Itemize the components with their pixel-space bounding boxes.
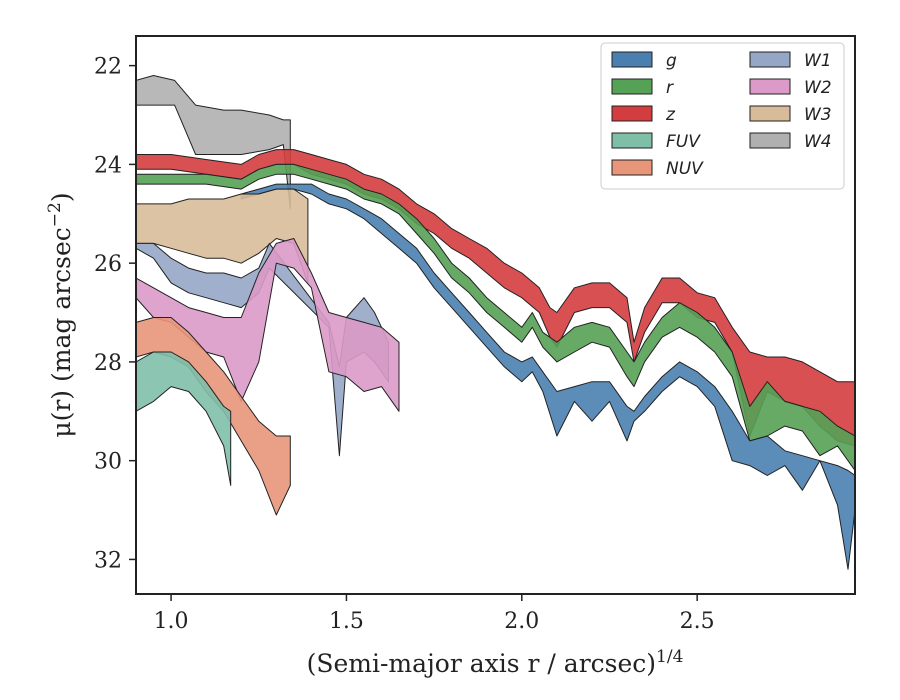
legend-swatch-w2: [749, 78, 791, 95]
y-tick-label: 24: [94, 153, 122, 178]
y-tick-label: 26: [94, 252, 122, 277]
legend-swatch-fuv: [611, 132, 653, 149]
x-tick-label: 2.0: [504, 609, 539, 634]
legend-swatch-z: [611, 105, 653, 122]
y-tick-label: 32: [94, 548, 122, 573]
legend: grz FUV NUV W1 W2 W3 W4: [600, 42, 845, 190]
band-w2: [136, 238, 400, 412]
legend-label-w1: W1: [804, 51, 832, 71]
y-tick-label: 22: [94, 55, 122, 80]
y-axis-label: μ(r) (mag arcsec−2): [45, 192, 76, 437]
legend-swatch-w4: [749, 132, 791, 149]
legend-swatch-w3: [749, 105, 791, 122]
legend-label-w3: W3: [804, 105, 832, 125]
legend-label-r: r: [666, 78, 674, 98]
legend-label-w2: W2: [804, 78, 832, 98]
band-g: [240, 183, 855, 570]
x-axis-label: (Semi-major axis r / arcsec)1/4: [307, 647, 684, 678]
x-tick-label: 1.5: [329, 609, 364, 634]
legend-label-z: z: [665, 105, 676, 125]
legend-label-w4: W4: [804, 132, 832, 152]
legend-label-g: g: [666, 51, 677, 71]
y-axis: 22 24 26 28 30 32: [94, 55, 136, 573]
legend-swatch-r: [611, 78, 653, 95]
legend-label-nuv: NUV: [666, 159, 704, 179]
y-tick-label: 30: [94, 450, 122, 475]
legend-label-fuv: FUV: [666, 132, 701, 152]
profile-bands: [136, 75, 855, 570]
legend-swatch-w1: [749, 51, 791, 68]
band-r: [136, 163, 855, 471]
y-tick-label: 28: [94, 351, 122, 376]
legend-swatch-nuv: [611, 159, 653, 176]
x-axis: 1.0 1.5 2.0 2.5: [154, 594, 715, 634]
x-tick-label: 1.0: [154, 609, 189, 634]
plot-frame: [135, 35, 856, 595]
band-fuv: [136, 351, 232, 486]
legend-swatch-g: [611, 51, 653, 68]
x-tick-label: 2.5: [680, 609, 715, 634]
